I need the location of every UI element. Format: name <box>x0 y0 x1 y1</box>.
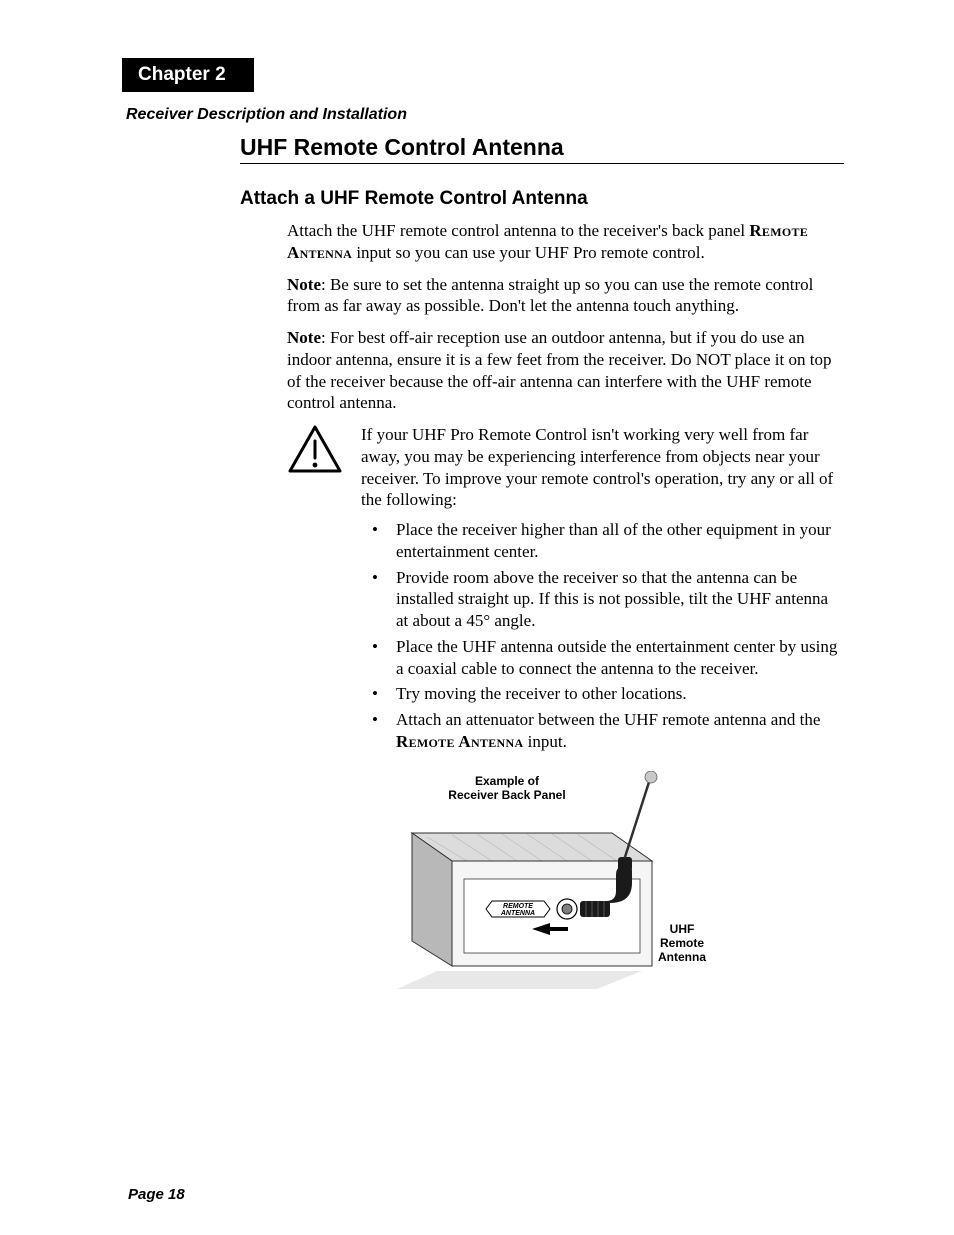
paragraph-3: Note: For best off-air reception use an … <box>287 327 844 414</box>
figure-title-line1: Example of <box>475 774 540 788</box>
warning-icon <box>287 424 343 474</box>
port-label-banner: REMOTE ANTENNA <box>486 901 550 917</box>
sub-heading: Attach a UHF Remote Control Antenna <box>240 188 844 210</box>
remote-antenna-smallcaps: Remote Antenna <box>396 732 523 751</box>
text: Attach the UHF remote control antenna to… <box>287 221 749 240</box>
antenna-tip <box>645 771 657 783</box>
port-label-l2: ANTENNA <box>500 910 535 917</box>
text: : Be sure to set the antenna straight up… <box>287 275 813 316</box>
section-label: Receiver Description and Installation <box>126 106 844 124</box>
shadow-shape <box>397 971 642 989</box>
paragraph-1: Attach the UHF remote control antenna to… <box>287 220 844 264</box>
antenna-label-l2: Remote <box>660 936 704 950</box>
list-item: Place the UHF antenna outside the entert… <box>370 636 844 680</box>
body-text: Attach the UHF remote control antenna to… <box>287 220 844 414</box>
list-item: Attach an attenuator between the UHF rem… <box>370 709 844 753</box>
list-item: Try moving the receiver to other locatio… <box>370 683 844 705</box>
main-heading: UHF Remote Control Antenna <box>240 134 844 164</box>
warning-block: If your UHF Pro Remote Control isn't wor… <box>287 424 844 511</box>
port-label-l1: REMOTE <box>503 903 533 910</box>
figure-receiver-back-panel: Example of Receiver Back Panel REMOTE AN… <box>382 771 844 1021</box>
antenna-label-l1: UHF <box>670 922 695 936</box>
receiver-inset <box>464 879 640 953</box>
text: input. <box>523 732 566 751</box>
bullet-list: Place the receiver higher than all of th… <box>370 519 844 753</box>
paragraph-2: Note: Be sure to set the antenna straigh… <box>287 274 844 318</box>
list-item: Place the receiver higher than all of th… <box>370 519 844 563</box>
page-number: Page 18 <box>128 1186 185 1203</box>
text: Attach an attenuator between the UHF rem… <box>396 710 820 729</box>
warning-text: If your UHF Pro Remote Control isn't wor… <box>361 424 844 511</box>
note-label: Note <box>287 275 321 294</box>
figure-title-line2: Receiver Back Panel <box>448 788 565 802</box>
note-label: Note <box>287 328 321 347</box>
text: input so you can use your UHF Pro remote… <box>352 243 705 262</box>
antenna-rod <box>625 779 650 857</box>
antenna-label-l3: Antenna <box>658 950 706 964</box>
list-item: Provide room above the receiver so that … <box>370 567 844 632</box>
chapter-badge: Chapter 2 <box>122 58 254 92</box>
text: : For best off-air reception use an outd… <box>287 328 831 412</box>
